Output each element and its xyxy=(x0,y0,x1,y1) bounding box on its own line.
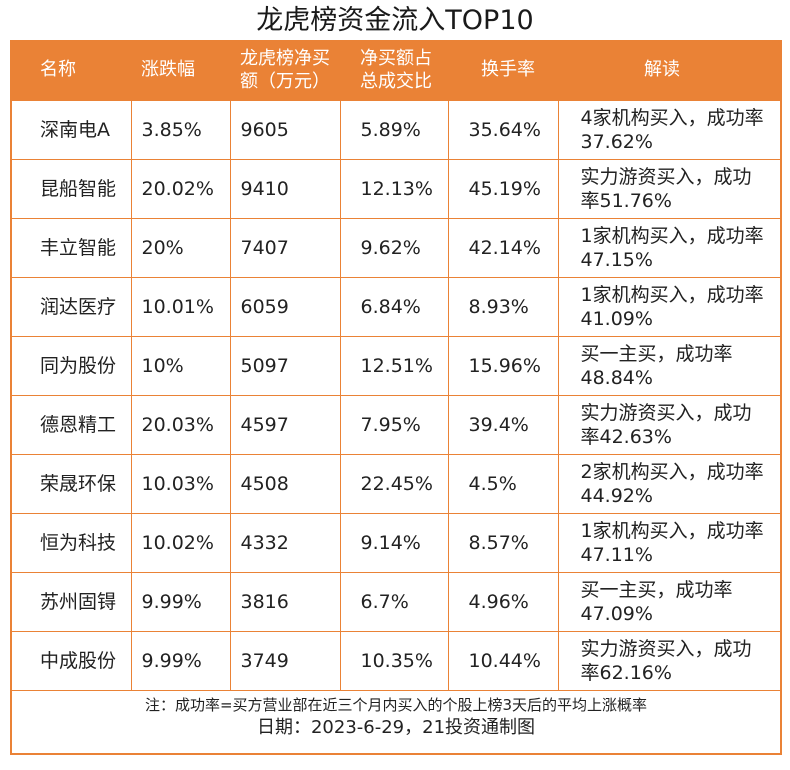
interpretation-cell: 1家机构买入，成功率41.09% xyxy=(557,276,780,337)
data-table: 名称 涨跌幅 龙虎榜净买额（万元） 净买额占总成交比 换手率 解读 深南电A 3.85% 96… xyxy=(10,40,782,755)
change-pct-cell: 20.02% xyxy=(130,158,231,219)
interpretation-cell: 买一主买，成功率47.09% xyxy=(557,571,780,632)
table-row: 荣晟环保 10.03% 4508 22.45% 4.5% 2家机构买入，成功率44.92% xyxy=(12,453,780,514)
net-buy-amount-cell: 9410 xyxy=(229,158,341,219)
stock-name-cell: 德恩精工 xyxy=(12,394,132,455)
table-row: 同为股份 10% 5097 12.51% 15.96% 买一主买，成功率48.84% xyxy=(12,335,780,396)
net-buy-amount-cell: 6059 xyxy=(229,276,341,337)
footnote: 注：成功率=买方营业部在近三个月内买入的个股上榜3天后的平均上涨概率 xyxy=(144,695,648,714)
table-row: 恒为科技 10.02% 4332 9.14% 8.57% 1家机构买入，成功率47.11% xyxy=(12,512,780,573)
net-buy-ratio-cell: 7.95% xyxy=(339,394,449,455)
stock-name-cell: 润达医疗 xyxy=(12,276,132,337)
net-buy-amount-cell: 4332 xyxy=(229,512,341,573)
net-buy-ratio-cell: 5.89% xyxy=(339,99,449,160)
net-buy-ratio-cell: 9.14% xyxy=(339,512,449,573)
change-pct-cell: 20% xyxy=(130,217,231,278)
turnover-rate-cell: 35.64% xyxy=(447,99,559,160)
net-buy-ratio-cell: 10.35% xyxy=(339,630,449,691)
net-buy-ratio-cell: 22.45% xyxy=(339,453,449,514)
stock-name-cell: 苏州固锝 xyxy=(12,571,132,632)
stock-name-cell: 同为股份 xyxy=(12,335,132,396)
header-turnover: 换手率 xyxy=(448,40,558,100)
header-interpretation: 解读 xyxy=(558,40,780,100)
turnover-rate-cell: 8.57% xyxy=(447,512,559,573)
table-header: 名称 涨跌幅 龙虎榜净买额（万元） 净买额占总成交比 换手率 解读 xyxy=(12,40,780,100)
change-pct-cell: 10% xyxy=(130,335,231,396)
stock-name-cell: 中成股份 xyxy=(12,630,132,691)
header-net-buy-ratio: 净买额占总成交比 xyxy=(340,40,448,100)
turnover-rate-cell: 8.93% xyxy=(447,276,559,337)
net-buy-ratio-cell: 12.51% xyxy=(339,335,449,396)
turnover-rate-cell: 10.44% xyxy=(447,630,559,691)
interpretation-cell: 实力游资买入，成功率42.63% xyxy=(557,394,780,455)
stock-name-cell: 深南电A xyxy=(12,99,132,160)
date-credit: 日期：2023-6-29，21投资通制图 xyxy=(256,716,536,738)
table-row: 丰立智能 20% 7407 9.62% 42.14% 1家机构买入，成功率47.15% xyxy=(12,217,780,278)
header-change: 涨跌幅 xyxy=(131,40,230,100)
table-row: 深南电A 3.85% 9605 5.89% 35.64% 4家机构买入，成功率37.62% xyxy=(12,99,780,160)
change-pct-cell: 20.03% xyxy=(130,394,231,455)
table-row: 德恩精工 20.03% 4597 7.95% 39.4% 实力游资买入，成功率42.63% xyxy=(12,394,780,455)
interpretation-cell: 买一主买，成功率48.84% xyxy=(557,335,780,396)
net-buy-ratio-cell: 6.84% xyxy=(339,276,449,337)
net-buy-ratio-cell: 12.13% xyxy=(339,158,449,219)
interpretation-cell: 2家机构买入，成功率44.92% xyxy=(557,453,780,514)
table-row: 润达医疗 10.01% 6059 6.84% 8.93% 1家机构买入，成功率41.09% xyxy=(12,276,780,337)
change-pct-cell: 9.99% xyxy=(130,571,231,632)
stock-name-cell: 丰立智能 xyxy=(12,217,132,278)
turnover-rate-cell: 42.14% xyxy=(447,217,559,278)
change-pct-cell: 10.01% xyxy=(130,276,231,337)
turnover-rate-cell: 4.96% xyxy=(447,571,559,632)
turnover-rate-cell: 45.19% xyxy=(447,158,559,219)
net-buy-amount-cell: 3749 xyxy=(229,630,341,691)
net-buy-amount-cell: 4597 xyxy=(229,394,341,455)
interpretation-cell: 4家机构买入，成功率37.62% xyxy=(557,99,780,160)
interpretation-cell: 1家机构买入，成功率47.11% xyxy=(557,512,780,573)
page-title: 龙虎榜资金流入TOP10 xyxy=(256,5,534,36)
net-buy-amount-cell: 5097 xyxy=(229,335,341,396)
table-row: 苏州固锝 9.99% 3816 6.7% 4.96% 买一主买，成功率47.09% xyxy=(12,571,780,632)
net-buy-amount-cell: 4508 xyxy=(229,453,341,514)
net-buy-ratio-cell: 6.7% xyxy=(339,571,449,632)
table-row: 中成股份 9.99% 3749 10.35% 10.44% 实力游资买入，成功率62.16… xyxy=(12,630,780,691)
header-net-buy: 龙虎榜净买额（万元） xyxy=(230,40,340,100)
interpretation-cell: 实力游资买入，成功率51.76% xyxy=(557,158,780,219)
header-name: 名称 xyxy=(12,40,131,100)
interpretation-cell: 1家机构买入，成功率47.15% xyxy=(557,217,780,278)
change-pct-cell: 3.85% xyxy=(130,99,231,160)
turnover-rate-cell: 39.4% xyxy=(447,394,559,455)
table-row: 昆船智能 20.02% 9410 12.13% 45.19% 实力游资买入，成功率51.7… xyxy=(12,158,780,219)
net-buy-amount-cell: 3816 xyxy=(229,571,341,632)
interpretation-cell: 实力游资买入，成功率62.16% xyxy=(557,630,780,691)
change-pct-cell: 10.02% xyxy=(130,512,231,573)
stock-name-cell: 昆船智能 xyxy=(12,158,132,219)
turnover-rate-cell: 15.96% xyxy=(447,335,559,396)
net-buy-amount-cell: 9605 xyxy=(229,99,341,160)
turnover-rate-cell: 4.5% xyxy=(447,453,559,514)
net-buy-ratio-cell: 9.62% xyxy=(339,217,449,278)
change-pct-cell: 9.99% xyxy=(130,630,231,691)
stock-name-cell: 恒为科技 xyxy=(12,512,132,573)
net-buy-amount-cell: 7407 xyxy=(229,217,341,278)
stock-name-cell: 荣晟环保 xyxy=(12,453,132,514)
table-footer: 注：成功率=买方营业部在近三个月内买入的个股上榜3天后的平均上涨概率 日期：20… xyxy=(12,695,780,753)
change-pct-cell: 10.03% xyxy=(130,453,231,514)
